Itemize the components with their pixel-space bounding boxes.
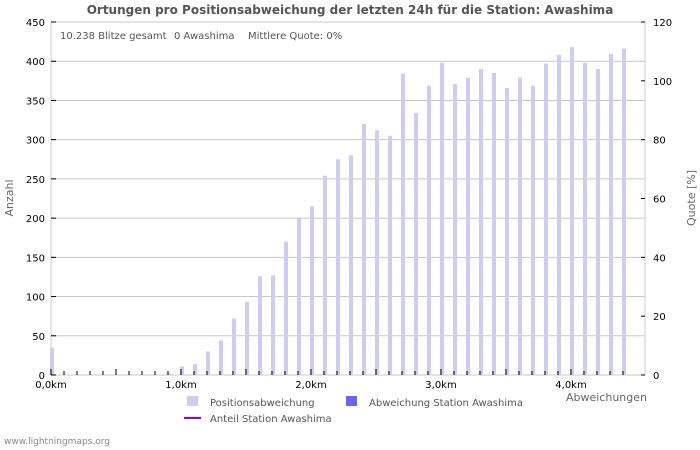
bar [453, 83, 457, 376]
footer-link[interactable]: www.lightningmaps.org [4, 437, 110, 447]
legend-label-station: Abweichung Station Awashima [369, 398, 523, 409]
bar [427, 85, 431, 375]
svg-text:4,0km: 4,0km [555, 380, 586, 391]
bar [609, 54, 613, 375]
bar [518, 77, 522, 375]
bar [492, 72, 496, 375]
bar [50, 347, 54, 375]
bar [349, 155, 353, 375]
svg-text:150: 150 [26, 253, 45, 264]
bar [479, 69, 483, 376]
axes: 0 50 100 150 200 250 300 350 400 450 0 20 40 60 80 100 1… [26, 18, 672, 391]
svg-text:300: 300 [26, 136, 45, 147]
bar [440, 62, 444, 376]
bar [284, 241, 288, 375]
info-total: 10.238 Blitze gesamt [60, 31, 167, 42]
svg-text:100: 100 [653, 77, 672, 88]
svg-text:120: 120 [653, 18, 672, 29]
svg-text:80: 80 [653, 136, 666, 147]
y2-axis-label: Quote [%] [685, 170, 698, 226]
legend: Positionsabweichung Abweichung Station A… [184, 396, 523, 425]
svg-text:0,0km: 0,0km [35, 380, 66, 391]
svg-text:250: 250 [26, 175, 45, 186]
bar [232, 318, 236, 375]
bar [336, 159, 340, 375]
bar [622, 48, 626, 375]
bar [167, 373, 171, 375]
bar [362, 123, 366, 375]
x-axis-label: Abweichungen [566, 391, 647, 404]
svg-text:20: 20 [653, 312, 666, 323]
bar [531, 85, 535, 375]
bar [245, 302, 249, 375]
svg-text:60: 60 [653, 195, 666, 206]
svg-text:2,0km: 2,0km [295, 380, 326, 391]
bar [258, 276, 262, 375]
bar [206, 351, 210, 375]
bar [219, 340, 223, 375]
bar [583, 62, 587, 376]
bar [388, 135, 392, 375]
bar [557, 54, 561, 376]
bar [180, 366, 184, 375]
legend-label-positionsabweichung: Positionsabweichung [210, 398, 315, 409]
svg-text:450: 450 [26, 18, 45, 29]
bar [401, 73, 405, 376]
svg-text:0: 0 [39, 371, 45, 382]
legend-swatch-station [346, 396, 357, 406]
bar [544, 63, 548, 375]
info-quote: Mittlere Quote: 0% [248, 31, 342, 42]
bar [570, 47, 574, 375]
bar [414, 112, 418, 376]
svg-text:200: 200 [26, 214, 45, 225]
legend-label-anteil: Anteil Station Awashima [210, 414, 332, 425]
bar [128, 374, 132, 375]
bar [505, 87, 509, 375]
svg-text:350: 350 [26, 96, 45, 107]
info-station: 0 Awashima [174, 31, 234, 42]
svg-text:0: 0 [653, 371, 659, 382]
bar [193, 364, 197, 375]
svg-text:400: 400 [26, 57, 45, 68]
svg-text:3,0km: 3,0km [425, 380, 456, 391]
bar [596, 69, 600, 376]
svg-text:40: 40 [653, 253, 666, 264]
svg-text:1,0km: 1,0km [165, 380, 196, 391]
grid-lines [50, 21, 646, 376]
chart-title: Ortungen pro Positionsabweichung der let… [87, 3, 614, 17]
y-axis-label: Anzahl [3, 179, 16, 216]
bar [375, 130, 379, 375]
bar [310, 206, 314, 375]
legend-swatch-positionsabweichung [187, 396, 198, 406]
bar [297, 218, 301, 375]
svg-text:50: 50 [32, 332, 45, 343]
svg-text:100: 100 [26, 293, 45, 304]
bars [50, 47, 626, 376]
bar [466, 77, 470, 375]
bar [271, 275, 275, 375]
bar [323, 175, 327, 375]
